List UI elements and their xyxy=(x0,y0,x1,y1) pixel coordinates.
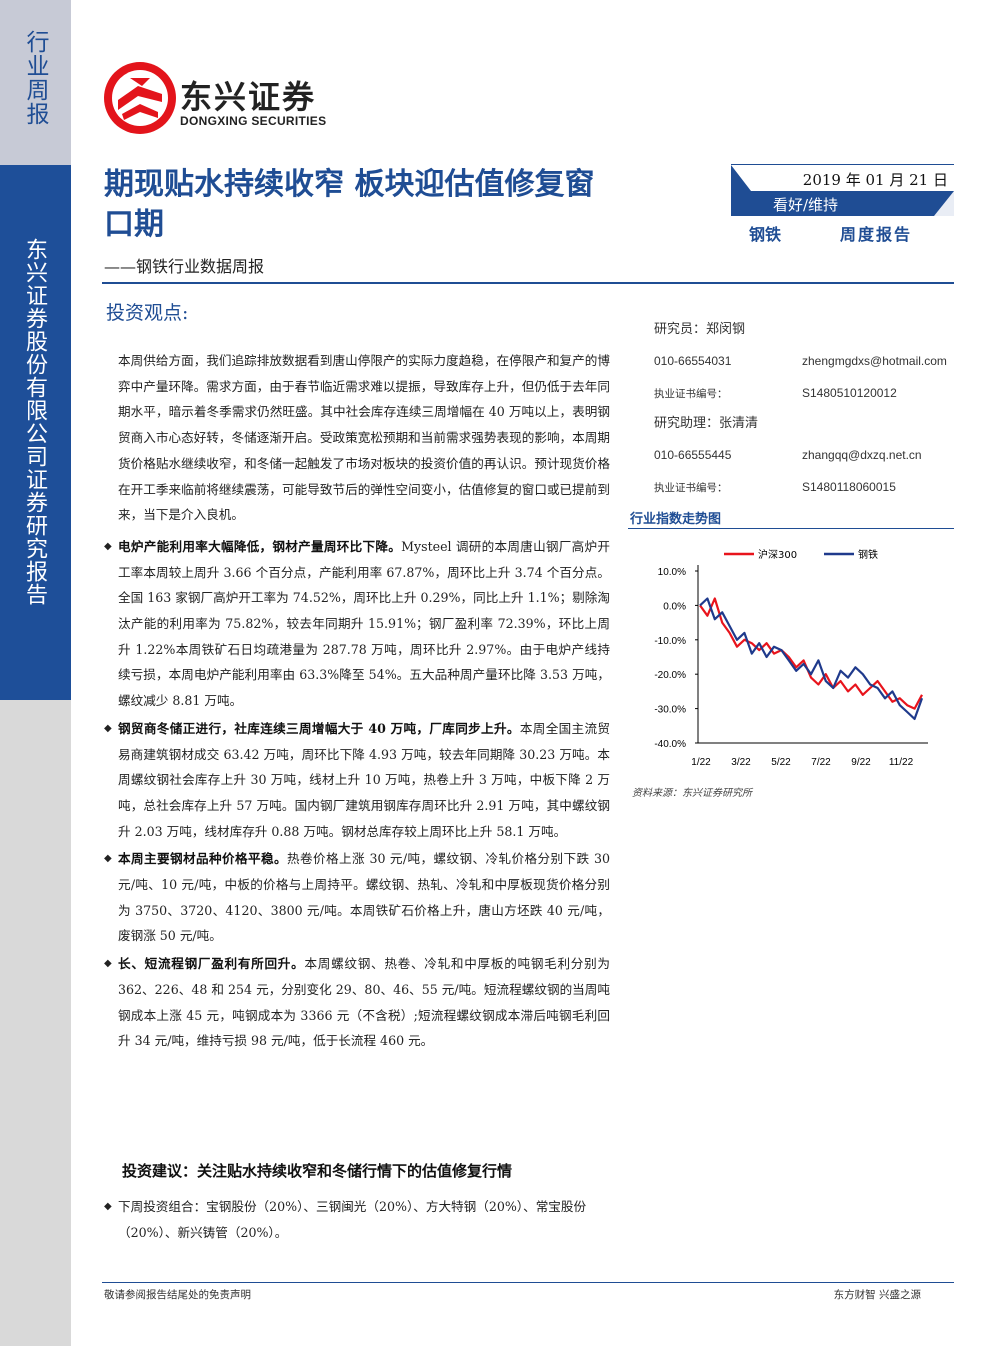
y-tick-label: -30.0% xyxy=(654,705,686,716)
analyst-2-email: zhangqq@dxzq.net.cn xyxy=(802,448,922,462)
bullet-text: Mysteel 调研的本周唐山钢厂高炉开工率本周较上周升 3.66 个百分点，产… xyxy=(118,538,610,709)
analyst-2-phone: 010-66555445 xyxy=(654,448,732,462)
report-category-label: 行业周报 xyxy=(22,30,48,126)
report-subtitle: ——钢铁行业数据周报 xyxy=(104,257,265,276)
logo-english-name: DONGXING SECURITIES xyxy=(180,114,327,128)
rating-label: 看好/维持 xyxy=(773,196,839,214)
industry-index-chart: 10.0% 0.0% -10.0% -20.0% -30.0% -40.0% 1/22 3/2… xyxy=(654,548,928,768)
x-tick-label: 1/22 xyxy=(691,757,711,768)
logo-chinese-name: 东兴证券 xyxy=(180,79,317,115)
y-tick-label: -20.0% xyxy=(654,670,686,681)
company-vertical-label: 东兴证券股份有限公司证券研究报告 xyxy=(22,238,47,606)
portfolio-text: 下周投资组合：宝钢股份（20%）、三钢闽光（20%）、方大特钢（20%）、常宝股… xyxy=(118,1199,587,1240)
section-heading: 投资观点: xyxy=(106,302,189,324)
bullet-item: ◆ 电炉产能利用率大幅降低，钢材产量周环比下降。Mysteel 调研的本周唐山钢… xyxy=(104,534,610,714)
diamond-bullet-icon: ◆ xyxy=(104,853,112,865)
corner-triangle-icon xyxy=(731,165,751,191)
industry-label: 钢铁 xyxy=(749,225,782,244)
x-tick-label: 5/22 xyxy=(771,757,791,768)
legend-label: 钢铁 xyxy=(858,548,878,561)
x-tick-label: 11/22 xyxy=(889,757,914,768)
diamond-bullet-icon: ◆ xyxy=(104,958,112,970)
footer-divider xyxy=(102,1282,954,1283)
x-tick-label: 9/22 xyxy=(851,757,871,768)
bullet-heading: 本周主要钢材品种价格平稳。 xyxy=(118,851,288,867)
analyst-2-cert: S1480118060015 xyxy=(802,480,896,494)
analyst-1-email: zhengmgdxs@hotmail.com xyxy=(802,354,947,368)
footer-slogan: 东方财智 兴盛之源 xyxy=(833,1289,921,1301)
x-tick-label: 7/22 xyxy=(811,757,831,768)
diamond-bullet-icon: ◆ xyxy=(104,722,112,734)
dongxing-logo-icon xyxy=(104,62,176,134)
bullet-text: 本周螺纹钢、热卷、冷轧和中厚板的吨钢毛利分别为 362、226、48 和 254… xyxy=(118,956,611,1049)
diamond-bullet-icon: ◆ xyxy=(104,1201,112,1212)
date-box: 2019 年 01 月 21 日 xyxy=(731,164,954,192)
investment-advice-heading: 投资建议：关注贴水持续收窄和冬储行情下的估值修复行情 xyxy=(122,1162,513,1180)
diamond-bullet-icon: ◆ xyxy=(104,540,112,552)
series-line-hs300 xyxy=(699,597,923,710)
header-divider xyxy=(102,282,954,284)
sidebar-middle-panel xyxy=(0,165,71,700)
bullet-text: 本周全国主流贸易商建筑钢材成交 63.42 万吨，周环比下降 4.93 万吨，较… xyxy=(118,720,610,839)
bullet-heading: 长、短流程钢厂盈利有所回升。 xyxy=(118,956,305,972)
report-title: 期现贴水持续收窄 板块迎估值修复窗口期 xyxy=(104,167,595,242)
analyst-1-cert: S1480510120012 xyxy=(802,386,897,400)
analyst-1-name: 研究员：郑闵钢 xyxy=(654,322,746,337)
y-tick-label: -40.0% xyxy=(654,739,686,750)
report-type-label: 周度报告 xyxy=(840,225,913,244)
chart-title: 行业指数走势图 xyxy=(630,512,722,527)
chart-title-divider xyxy=(628,528,954,529)
chart-source: 资料来源：东兴证券研究所 xyxy=(632,788,752,799)
sidebar-bottom-panel xyxy=(0,700,71,1346)
bullet-text: 热卷价格上涨 30 元/吨，螺纹钢、冷轧价格分别下跌 30 元/吨、10 元/吨… xyxy=(118,851,611,944)
rating-bar: 看好/维持 xyxy=(731,191,954,216)
bullet-heading: 钢贸商冬储正进行，社库连续三周增幅大于 40 万吨，厂库同步上升。 xyxy=(118,720,520,736)
y-tick-label: 10.0% xyxy=(658,567,686,578)
corner-triangle-icon xyxy=(934,191,954,216)
analyst-2-name: 研究助理：张清清 xyxy=(654,416,759,431)
analyst-1-cert-label: 执业证书编号： xyxy=(654,388,728,400)
y-tick-label: -10.0% xyxy=(654,636,686,647)
footer-disclaimer: 敬请参阅报告结尾处的免责声明 xyxy=(104,1289,251,1301)
bullet-heading: 电炉产能利用率大幅降低，钢材产量周环比下降。 xyxy=(118,538,402,554)
analyst-2-cert-label: 执业证书编号： xyxy=(654,482,728,494)
analyst-1-phone: 010-66554031 xyxy=(654,354,732,368)
x-tick-label: 3/22 xyxy=(731,757,751,768)
report-date: 2019 年 01 月 21 日 xyxy=(802,171,948,189)
bullet-item: ◆ 本周主要钢材品种价格平稳。热卷价格上涨 30 元/吨，螺纹钢、冷轧价格分别下… xyxy=(104,846,611,949)
y-tick-label: 0.0% xyxy=(663,601,686,612)
series-line-steel xyxy=(699,597,924,720)
bullet-item: ◆ 钢贸商冬储正进行，社库连续三周增幅大于 40 万吨，厂库同步上升。本周全国主… xyxy=(104,716,610,845)
portfolio-item: ◆ 下周投资组合：宝钢股份（20%）、三钢闽光（20%）、方大特钢（20%）、常… xyxy=(104,1194,610,1245)
report-body: 本周供给方面，我们追踪排放数据看到唐山停限产的实际力度趋稳，在停限产和复产的博弈… xyxy=(104,348,611,1054)
intro-paragraph: 本周供给方面，我们追踪排放数据看到唐山停限产的实际力度趋稳，在停限产和复产的博弈… xyxy=(118,353,610,523)
legend-label: 沪深300 xyxy=(758,548,797,561)
bullet-item: ◆ 长、短流程钢厂盈利有所回升。本周螺纹钢、热卷、冷轧和中厚板的吨钢毛利分别为 … xyxy=(104,951,611,1054)
sidebar-top-panel xyxy=(0,0,71,165)
